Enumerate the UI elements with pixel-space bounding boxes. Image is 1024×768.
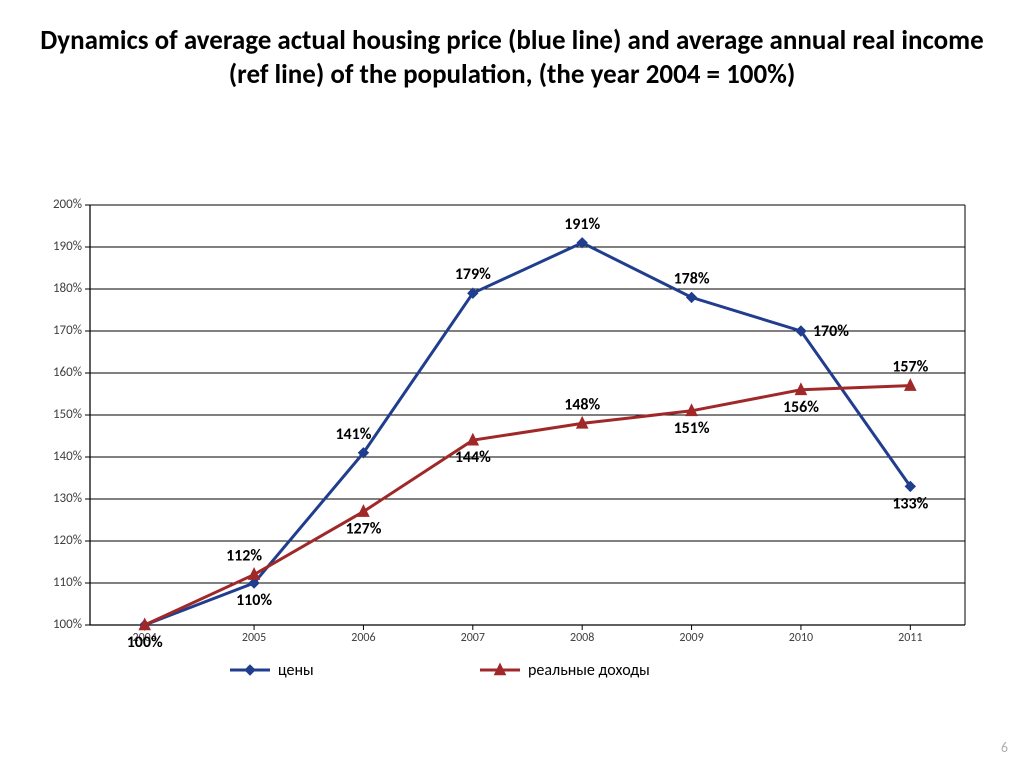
page-number: 6 [1001,739,1008,756]
x-tick-label: 2007 [461,631,485,645]
y-tick-label: 200% [53,197,82,212]
data-label: 156% [783,398,819,417]
x-tick-label: 2008 [570,631,594,645]
data-label: 170% [813,322,849,341]
y-tick-label: 130% [53,491,82,506]
y-tick-label: 100% [53,617,82,632]
x-tick-label: 2006 [351,631,375,645]
data-label: 133% [892,494,928,513]
data-label: 191% [564,215,600,234]
data-label: 144% [455,448,491,467]
slide-title: Dynamics of average actual housing price… [40,24,984,92]
data-label: 148% [564,395,600,414]
y-tick-label: 140% [53,449,82,464]
data-label: 112% [226,547,262,566]
data-label: 151% [674,419,710,438]
data-label: 127% [345,520,381,539]
y-tick-label: 180% [53,281,82,296]
series-line [145,386,911,625]
data-label: 178% [674,269,710,288]
series-marker [577,238,587,248]
y-tick-label: 120% [53,533,82,548]
x-tick-label: 2005 [242,631,266,645]
y-tick-label: 150% [53,407,82,422]
y-tick-label: 160% [53,365,82,380]
x-tick-label: 2011 [898,631,922,645]
y-tick-label: 170% [53,323,82,338]
x-tick-label: 2010 [789,631,813,645]
x-tick-label: 2009 [679,631,703,645]
y-tick-label: 190% [53,239,82,254]
data-label: 100% [127,633,163,652]
y-tick-label: 110% [53,575,82,590]
data-label: 157% [892,358,928,377]
legend-label: реальные доходы [528,661,650,680]
data-label: 141% [335,425,371,444]
series-marker [687,292,697,302]
chart-area: 100% 110% 120% 130% 140% 150% 160% 170% 180% 190%… [30,195,990,705]
series-line [145,243,911,625]
legend-label: цены [278,661,314,680]
legend-swatch-marker [245,665,255,675]
data-label: 110% [236,591,272,610]
data-label: 179% [455,265,491,284]
